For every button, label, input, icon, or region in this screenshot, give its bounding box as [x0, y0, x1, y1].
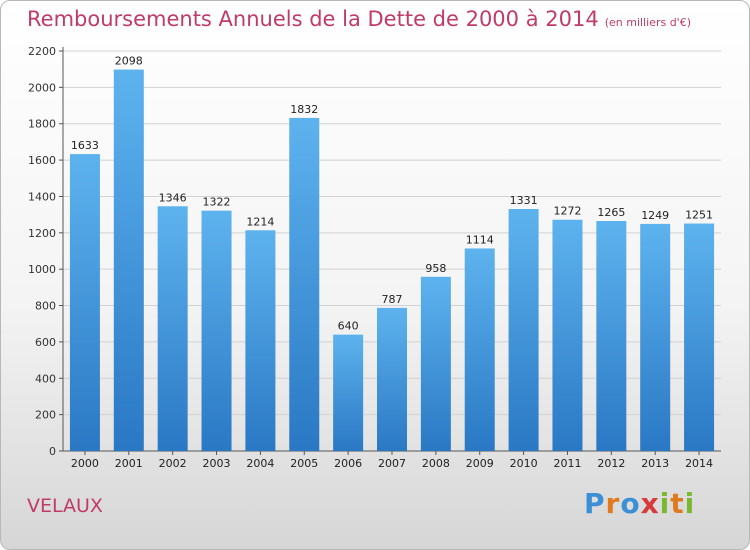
- y-tick-label: 400: [35, 372, 56, 385]
- logo-letter: x: [640, 487, 660, 520]
- data-label: 1322: [203, 196, 231, 209]
- bar: [113, 69, 144, 451]
- bar: [464, 248, 495, 451]
- title-text: Remboursements Annuels de la Dette de 20…: [27, 7, 599, 31]
- y-tick-label: 1600: [28, 154, 56, 167]
- x-tick-label: 2010: [510, 457, 538, 470]
- data-label: 1331: [510, 194, 538, 207]
- logo-letter: P: [584, 487, 606, 520]
- bar: [245, 230, 276, 451]
- x-tick-label: 2014: [685, 457, 713, 470]
- bar: [377, 307, 407, 451]
- y-tick-label: 1400: [28, 190, 56, 203]
- data-label: 1251: [685, 209, 713, 222]
- data-label: 1272: [553, 205, 581, 218]
- bar: [333, 334, 364, 451]
- y-tick-label: 2000: [28, 81, 56, 94]
- city-name: VELAUX: [27, 495, 103, 517]
- x-tick-label: 2012: [597, 457, 625, 470]
- bar: [640, 223, 671, 451]
- proxiti-logo: Proxiti: [584, 487, 695, 520]
- logo-letter: o: [620, 487, 641, 520]
- bar: [508, 209, 539, 451]
- bar: [684, 223, 715, 451]
- data-label: 1265: [597, 206, 625, 219]
- y-tick-label: 1200: [28, 227, 56, 240]
- data-label: 1633: [71, 139, 99, 152]
- x-tick-label: 2004: [246, 457, 274, 470]
- x-tick-label: 2011: [553, 457, 581, 470]
- bar: [69, 154, 100, 451]
- bars: [69, 69, 715, 451]
- labels: 0 200 400 600 800 1000 1200 1400 1600 1800 2000 220…: [28, 45, 713, 470]
- y-tick-label: 1800: [28, 118, 56, 131]
- data-label: 1832: [290, 103, 318, 116]
- data-label: 640: [338, 320, 359, 333]
- data-label: 1214: [246, 215, 274, 228]
- x-tick-label: 2013: [641, 457, 669, 470]
- bar: [289, 117, 320, 451]
- bar: [201, 210, 232, 451]
- x-tick-label: 2008: [422, 457, 450, 470]
- logo-letter: r: [605, 487, 621, 520]
- y-tick-label: 2200: [28, 45, 56, 58]
- logo-letter: i: [659, 487, 671, 520]
- x-tick-label: 2000: [71, 457, 99, 470]
- y-tick-label: 200: [35, 409, 56, 422]
- bar: [596, 221, 627, 451]
- x-tick-label: 2007: [378, 457, 406, 470]
- x-tick-label: 2006: [334, 457, 362, 470]
- y-tick-label: 800: [35, 300, 56, 313]
- data-label: 1249: [641, 209, 669, 222]
- x-tick-label: 2005: [290, 457, 318, 470]
- data-label: 2098: [115, 55, 143, 68]
- unit-label: (en milliers d'€): [604, 16, 691, 29]
- y-tick-label: 1000: [28, 263, 56, 276]
- logo-letter: t: [670, 487, 685, 520]
- bar: [420, 276, 451, 451]
- x-tick-label: 2002: [159, 457, 187, 470]
- x-tick-label: 2003: [203, 457, 231, 470]
- data-label: 787: [382, 293, 403, 306]
- data-label: 958: [425, 262, 446, 275]
- logo-letter: i: [684, 487, 696, 520]
- data-label: 1114: [466, 233, 494, 246]
- x-tick-label: 2009: [466, 457, 494, 470]
- bar: [552, 219, 583, 451]
- bar: [157, 206, 188, 451]
- y-tick-label: 600: [35, 336, 56, 349]
- chart-title: Remboursements Annuels de la Dette de 20…: [27, 7, 691, 31]
- x-tick-label: 2001: [115, 457, 143, 470]
- data-label: 1346: [159, 191, 187, 204]
- y-tick-label: 0: [49, 445, 56, 458]
